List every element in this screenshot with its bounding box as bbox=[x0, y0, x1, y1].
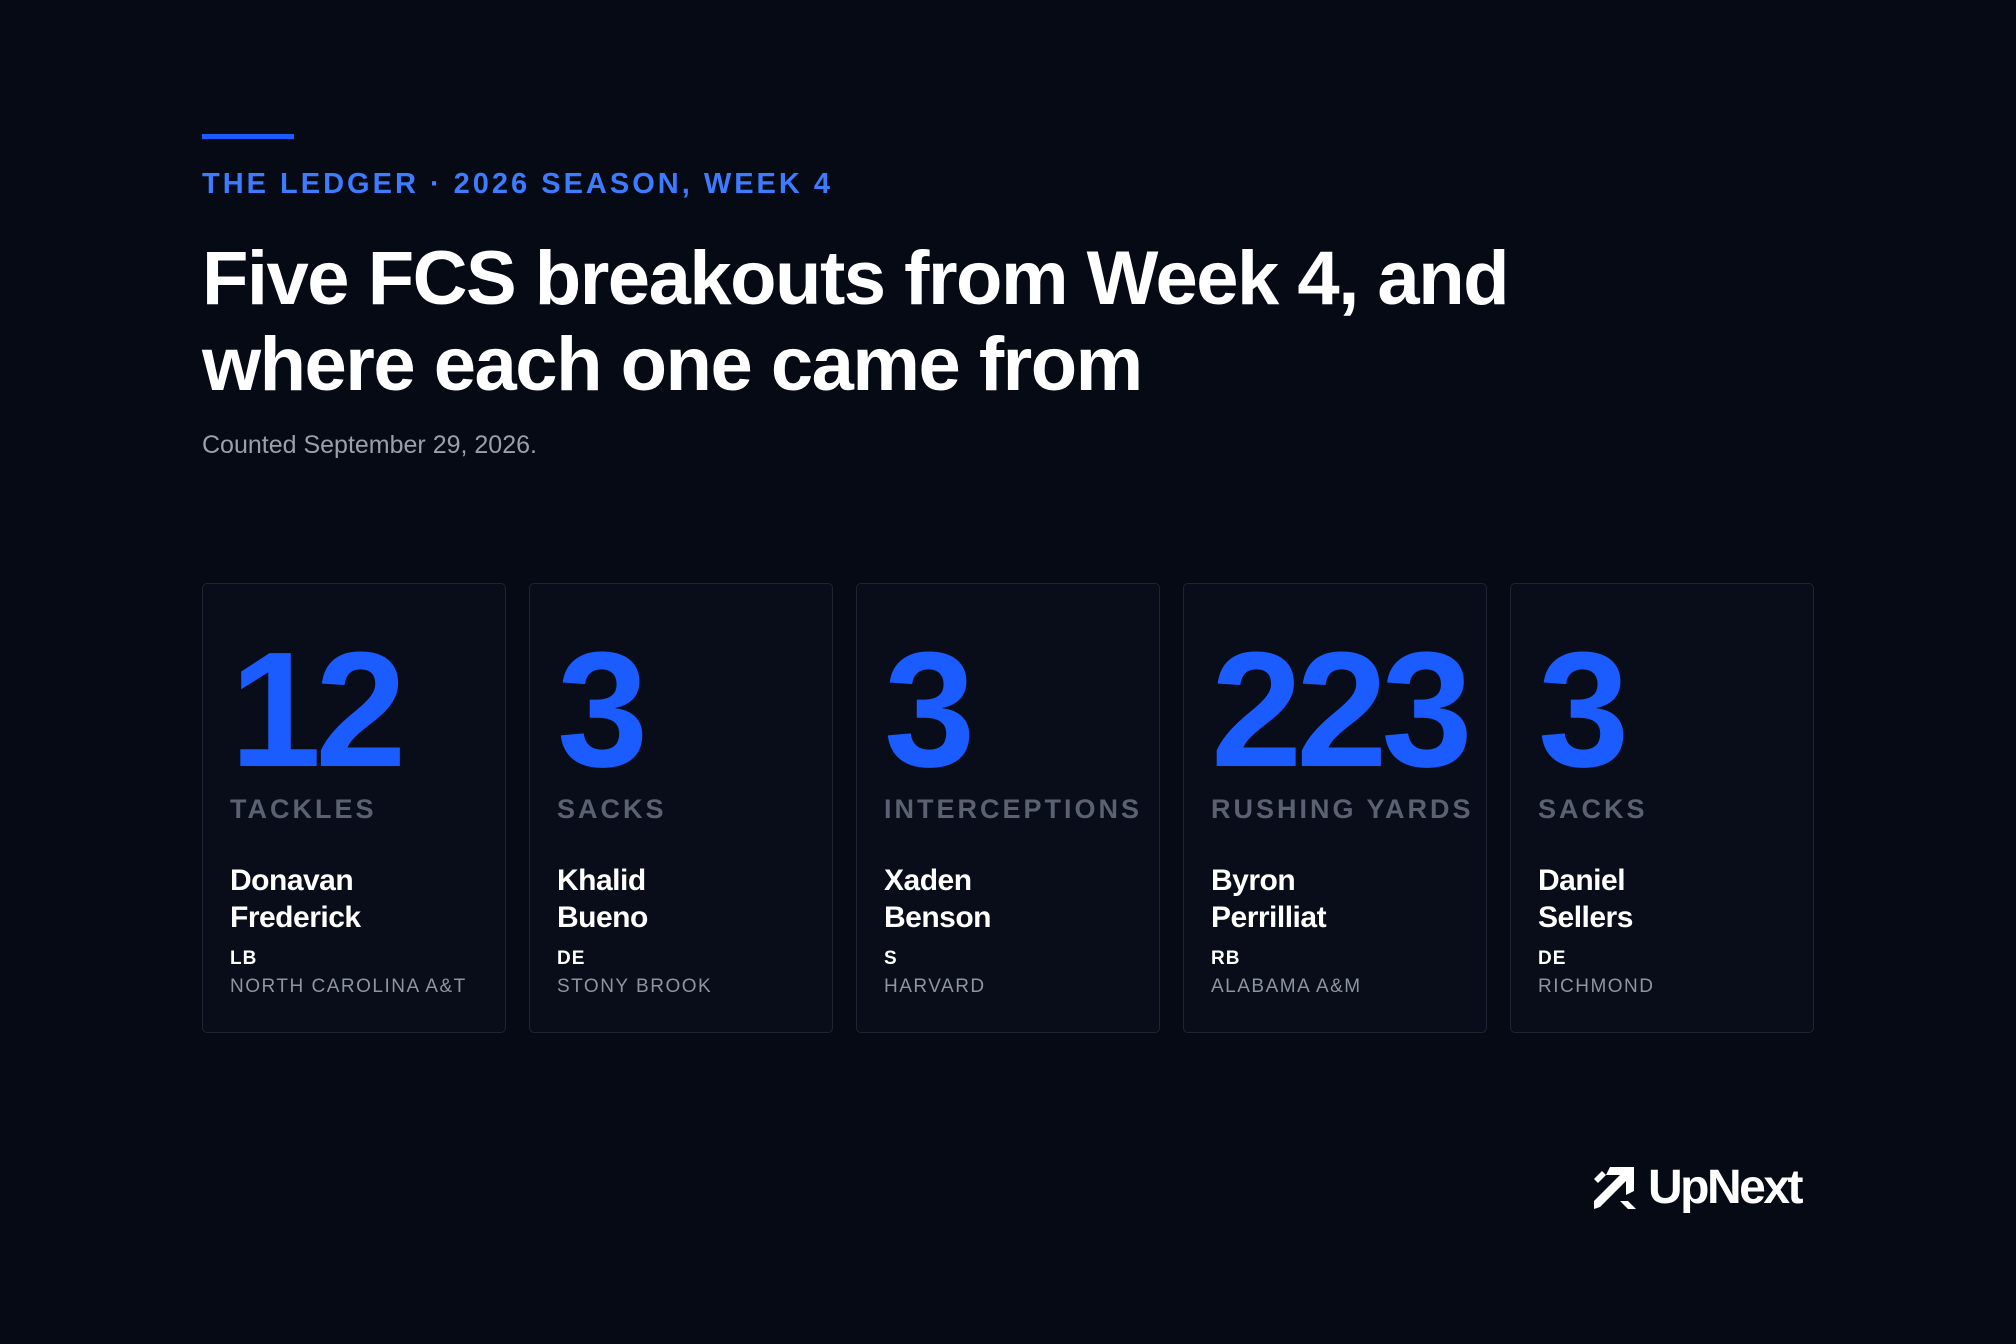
player-first-name: Khalid bbox=[557, 864, 646, 897]
headline: Five FCS breakouts from Week 4, and wher… bbox=[202, 236, 1602, 408]
player-position: LB bbox=[230, 948, 258, 969]
player-school: STONY BROOK bbox=[557, 976, 713, 997]
stat-card: 3 SACKS Daniel Sellers DE RICHMOND bbox=[1510, 583, 1814, 1033]
player-last-name: Frederick bbox=[230, 901, 361, 934]
eyebrow-kicker: THE LEDGER · 2026 SEASON, WEEK 4 bbox=[202, 168, 834, 200]
dateline: Counted September 29, 2026. bbox=[202, 431, 537, 459]
player-position: DE bbox=[557, 948, 586, 969]
player-name: Donavan Frederick bbox=[230, 862, 490, 936]
stat-card: 12 TACKLES Donavan Frederick LB NORTH CA… bbox=[202, 583, 506, 1033]
player-first-name: Byron bbox=[1211, 864, 1296, 897]
player-school: RICHMOND bbox=[1538, 976, 1655, 997]
stat-value: 223 bbox=[1211, 618, 1473, 801]
stat-value: 3 bbox=[557, 618, 648, 801]
stat-label: TACKLES bbox=[230, 794, 377, 824]
player-last-name: Benson bbox=[884, 901, 992, 934]
brand-name: UpNext bbox=[1648, 1161, 1804, 1214]
player-school: ALABAMA A&M bbox=[1211, 976, 1362, 997]
stat-label: INTERCEPTIONS bbox=[884, 794, 1143, 824]
stat-card: 3 INTERCEPTIONS Xaden Benson S HARVARD bbox=[856, 583, 1160, 1033]
stat-card: 223 RUSHING YARDS Byron Perrilliat RB AL… bbox=[1183, 583, 1487, 1033]
player-name: Byron Perrilliat bbox=[1211, 862, 1471, 936]
stat-label: SACKS bbox=[557, 794, 667, 824]
player-last-name: Bueno bbox=[557, 901, 648, 934]
stat-value: 12 bbox=[230, 618, 406, 801]
stat-value: 3 bbox=[1538, 618, 1629, 801]
player-position: DE bbox=[1538, 948, 1567, 969]
accent-bar bbox=[202, 134, 294, 139]
stat-label: SACKS bbox=[1538, 794, 1648, 824]
player-name: Xaden Benson bbox=[884, 862, 1144, 936]
stat-cards: 12 TACKLES Donavan Frederick LB NORTH CA… bbox=[202, 583, 1814, 1033]
stat-label: RUSHING YARDS bbox=[1211, 794, 1474, 824]
player-name: Daniel Sellers bbox=[1538, 862, 1798, 936]
player-first-name: Xaden bbox=[884, 864, 972, 897]
player-first-name: Donavan bbox=[230, 864, 354, 897]
upnext-arrow-logo-icon bbox=[1594, 1166, 1636, 1209]
headline-line-1: Five FCS breakouts from Week 4, and bbox=[202, 236, 1510, 321]
stat-value: 3 bbox=[884, 618, 975, 801]
headline-line-2: where each one came from bbox=[202, 322, 1143, 407]
brand-logo: UpNext bbox=[1590, 1160, 1804, 1215]
player-name: Khalid Bueno bbox=[557, 862, 817, 936]
player-position: S bbox=[884, 948, 898, 969]
player-position: RB bbox=[1211, 948, 1241, 969]
player-last-name: Perrilliat bbox=[1211, 901, 1327, 934]
stat-card: 3 SACKS Khalid Bueno DE STONY BROOK bbox=[529, 583, 833, 1033]
player-last-name: Sellers bbox=[1538, 901, 1633, 934]
player-school: NORTH CAROLINA A&T bbox=[230, 976, 467, 997]
player-school: HARVARD bbox=[884, 976, 986, 997]
player-first-name: Daniel bbox=[1538, 864, 1626, 897]
